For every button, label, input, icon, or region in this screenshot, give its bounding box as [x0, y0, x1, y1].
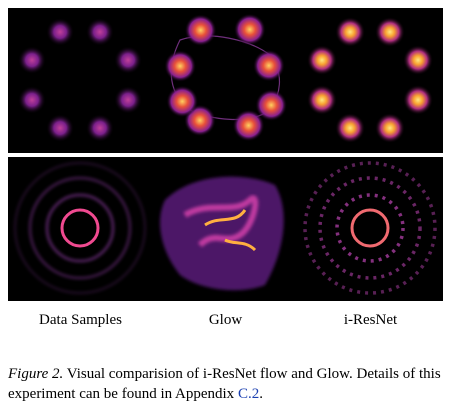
- density-ring: [14, 162, 146, 294]
- density-blob: [374, 113, 405, 144]
- density-blob: [166, 85, 199, 118]
- top-row: [8, 8, 443, 153]
- density-ring: [350, 208, 390, 248]
- density-ring: [28, 176, 132, 280]
- density-ring: [303, 161, 437, 295]
- panel-label: i-ResNet: [343, 312, 398, 328]
- panel-label: Data Samples: [39, 312, 122, 328]
- density-ring: [335, 193, 405, 263]
- density-blob: [335, 113, 366, 144]
- density-art: [14, 13, 437, 295]
- density-blob: [255, 89, 288, 122]
- density-blob: [46, 17, 75, 46]
- density-blob: [46, 114, 75, 143]
- figure-panels: [8, 8, 443, 301]
- caption-text: Visual comparision of i-ResNet flow and …: [8, 366, 441, 402]
- panel-label: Glow: [208, 312, 243, 328]
- density-blob: [184, 14, 217, 47]
- density-blob: [85, 114, 114, 143]
- density-blob: [403, 84, 434, 115]
- caption-label: Figure 2.: [8, 366, 64, 382]
- density-ring: [318, 176, 422, 280]
- density-ring: [60, 208, 100, 248]
- caption-end: .: [259, 386, 263, 402]
- density-blob: [114, 46, 143, 75]
- density-blob: [374, 16, 405, 47]
- density-blob: [17, 85, 46, 114]
- glow-swirl: [204, 209, 257, 252]
- density-blob: [164, 50, 197, 83]
- density-blob: [85, 17, 114, 46]
- density-blob: [17, 46, 46, 75]
- density-blob: [233, 13, 266, 46]
- caption: Figure 2. Visual comparision of i-ResNet…: [8, 364, 444, 404]
- glow-swirl: [183, 195, 259, 248]
- density-blob: [232, 109, 265, 142]
- density-blob: [306, 45, 337, 76]
- density-blob: [335, 16, 366, 47]
- density-blob: [306, 84, 337, 115]
- caption-link[interactable]: C.2: [237, 386, 260, 402]
- density-blob: [114, 85, 143, 114]
- density-blob: [403, 45, 434, 76]
- density-blob: [252, 49, 285, 82]
- density-ring: [45, 193, 115, 263]
